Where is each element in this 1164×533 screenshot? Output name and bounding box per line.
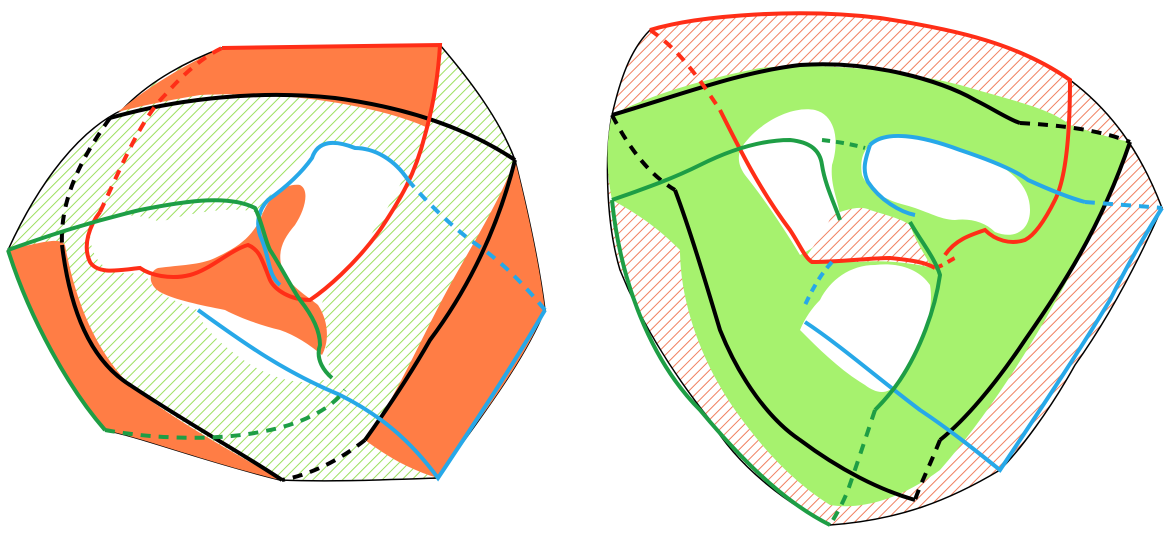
- right-black-left-curve: [673, 189, 916, 502]
- right-green-top-line: [611, 137, 842, 221]
- left-orange-band-left: [8, 240, 280, 480]
- left-black-inner-curve: [60, 244, 284, 482]
- right-center-hatch: [805, 207, 932, 268]
- right-green-dashed-bottom: [828, 409, 877, 527]
- right-black-right-curve: [938, 141, 1132, 442]
- right-red-inner-line: [718, 109, 937, 270]
- right-inner-hole-left: [738, 109, 840, 255]
- left-green-outer-line: [6, 249, 107, 432]
- left-surface-figure: [6, 42, 547, 482]
- left-black-dashed-top: [59, 116, 112, 246]
- left-green-dashed-line: [104, 388, 347, 440]
- right-green-outer-line: [610, 199, 831, 527]
- left-center-blob: [150, 184, 327, 355]
- right-red-dashed-left: [648, 28, 722, 112]
- left-blue-inner-line: [256, 140, 410, 287]
- right-blue-inner-line: [868, 133, 1086, 204]
- left-orange-band-right: [365, 160, 545, 478]
- right-black-dashed-bottom: [913, 439, 942, 501]
- left-red-top-line: [84, 42, 443, 303]
- left-orange-band-top: [118, 45, 440, 128]
- right-red-outer-line: [649, 11, 1073, 257]
- left-red-dashed-line: [98, 46, 223, 213]
- right-inner-hole-bottom: [800, 264, 931, 392]
- right-black-dashed-top: [1019, 121, 1131, 144]
- left-black-outer-curve: [109, 92, 517, 162]
- right-surface-figure: [606, 11, 1164, 527]
- right-blue-left-inner: [862, 144, 916, 217]
- left-blue-dashed-line: [406, 178, 547, 312]
- left-blue-outer-line: [196, 308, 547, 482]
- left-black-right-curve: [363, 159, 517, 442]
- right-black-top-curve: [611, 62, 1021, 125]
- right-green-dashed-top: [821, 138, 866, 150]
- right-blue-outer-line: [803, 206, 1164, 473]
- right-blue-dashed-right: [1084, 200, 1163, 210]
- right-blue-dashed-left: [803, 260, 834, 306]
- left-green-top-line: [7, 198, 334, 380]
- left-black-dashed-bottom: [281, 438, 367, 482]
- right-green-inner-line: [873, 221, 943, 412]
